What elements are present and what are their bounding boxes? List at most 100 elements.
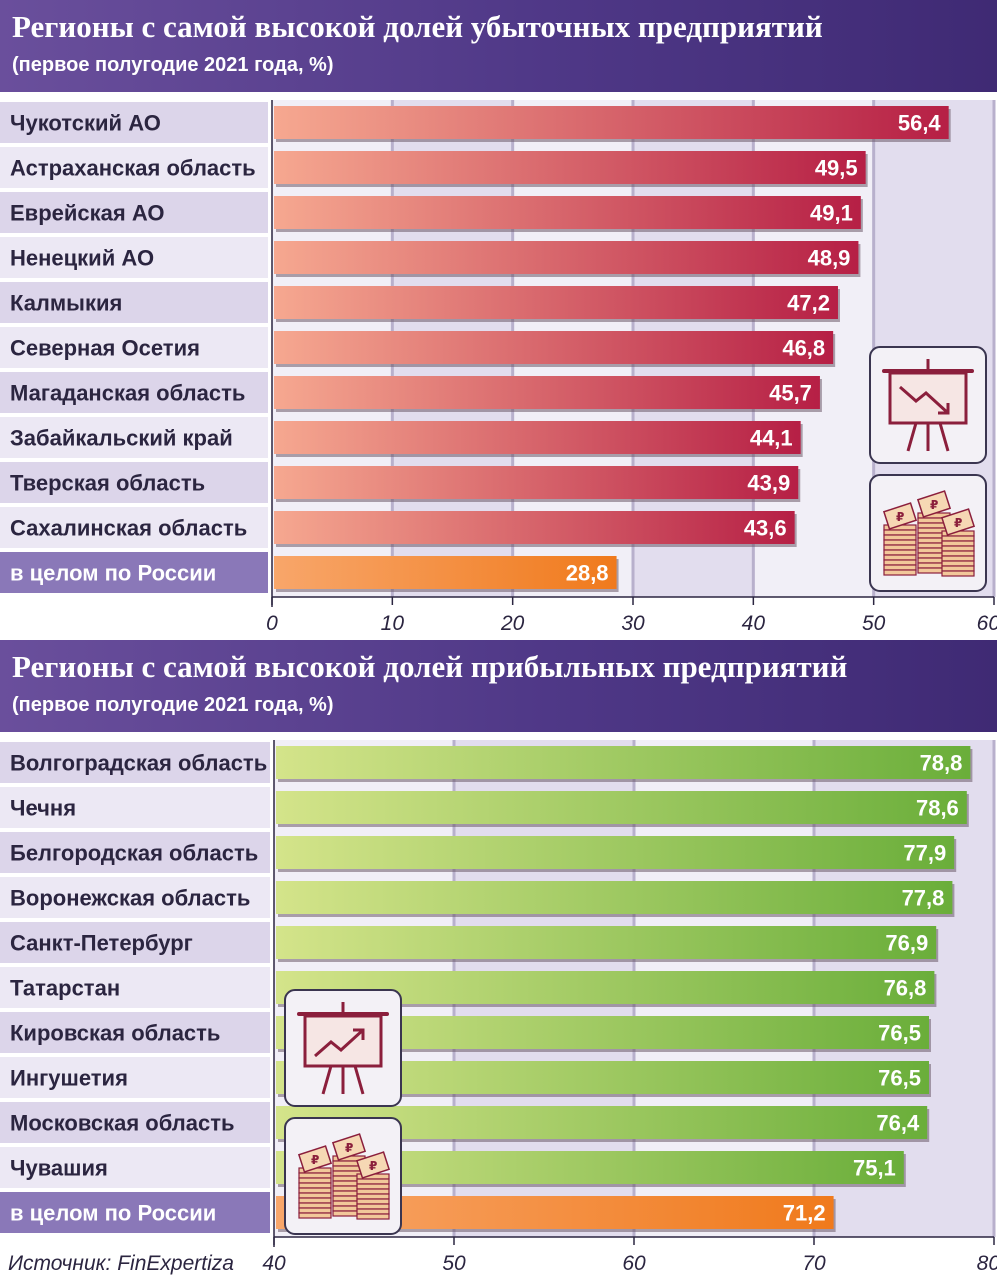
data-bar bbox=[274, 421, 801, 454]
x-tick-label: 50 bbox=[862, 612, 886, 635]
category-label-band bbox=[0, 1192, 270, 1233]
value-label: 43,9 bbox=[747, 471, 790, 496]
category-label-band bbox=[0, 742, 270, 783]
category-label: Ингушетия bbox=[10, 1066, 128, 1091]
data-bar bbox=[276, 926, 937, 959]
category-label-band bbox=[0, 1102, 270, 1143]
category-label: Магаданская область bbox=[10, 381, 245, 406]
x-tick-label: 30 bbox=[621, 612, 645, 635]
loss-chart-svg: 0 10 20 30 40 50 60 Чукотский АО 56,4 Астраханска… bbox=[0, 100, 997, 635]
chart-2-header: Регионы с самой высокой долей прибыльных… bbox=[0, 640, 997, 732]
category-label: Астраханская область bbox=[10, 156, 256, 181]
data-bar bbox=[274, 511, 795, 544]
category-label: Еврейская АО bbox=[10, 201, 165, 226]
x-tick-label: 20 bbox=[500, 612, 525, 635]
category-label-band bbox=[0, 462, 268, 503]
x-tick-label: 40 bbox=[262, 1252, 286, 1275]
category-label: Северная Осетия bbox=[10, 336, 200, 361]
value-label: 56,4 bbox=[898, 111, 942, 136]
category-label-band bbox=[0, 327, 268, 368]
category-label: Татарстан bbox=[10, 976, 120, 1001]
value-label: 78,6 bbox=[916, 796, 959, 821]
chart-1-subtitle: (первое полугодие 2021 года, %) bbox=[12, 54, 334, 76]
category-label-band bbox=[0, 1057, 270, 1098]
data-bar bbox=[274, 106, 949, 139]
source-note: Источник: FinExpertiza bbox=[8, 1252, 234, 1275]
value-label: 47,2 bbox=[787, 291, 830, 316]
category-label: Калмыкия bbox=[10, 291, 122, 316]
category-label: Чувашия bbox=[10, 1156, 108, 1181]
category-label: Тверская область bbox=[10, 471, 205, 496]
x-tick-label: 50 bbox=[442, 1252, 466, 1275]
total-bar bbox=[274, 556, 617, 589]
data-bar bbox=[276, 746, 971, 779]
category-label-band bbox=[0, 507, 268, 548]
presentation-board-down-icon bbox=[869, 346, 987, 464]
x-tick-label: 80 bbox=[977, 1252, 997, 1275]
value-label: 76,9 bbox=[885, 931, 928, 956]
category-label: Чукотский АО bbox=[10, 111, 161, 136]
svg-text:₽: ₽ bbox=[930, 498, 938, 512]
category-label-band bbox=[0, 967, 270, 1008]
category-label-band bbox=[0, 417, 268, 458]
data-bar bbox=[274, 196, 861, 229]
value-label: 48,9 bbox=[808, 246, 851, 271]
category-label-band bbox=[0, 1147, 270, 1188]
value-label: 76,4 bbox=[876, 1111, 920, 1136]
presentation-board-up-icon bbox=[284, 989, 402, 1107]
x-tick-label: 70 bbox=[802, 1252, 826, 1275]
category-label: Белгородская область bbox=[10, 841, 258, 866]
svg-text:₽: ₽ bbox=[311, 1153, 319, 1167]
category-label-band bbox=[0, 922, 270, 963]
chart-1-title: Регионы с самой высокой долей убыточных … bbox=[12, 9, 823, 44]
category-label: в целом по России bbox=[10, 1201, 216, 1226]
value-label: 45,7 bbox=[769, 381, 812, 406]
value-label: 76,8 bbox=[884, 976, 927, 1001]
category-label-band bbox=[0, 102, 268, 143]
category-label-band bbox=[0, 282, 268, 323]
category-label: Чечня bbox=[10, 796, 76, 821]
value-label: 78,8 bbox=[920, 751, 963, 776]
data-bar bbox=[276, 791, 967, 824]
svg-text:₽: ₽ bbox=[345, 1141, 353, 1155]
category-label: Санкт-Петербург bbox=[10, 931, 193, 956]
x-tick-label: 40 bbox=[742, 612, 766, 635]
category-label-band bbox=[0, 787, 270, 828]
profit-chart: 40 50 60 70 80 Волгоградская область 78,8 Чечня… bbox=[0, 732, 997, 1280]
chart-2-title: Регионы с самой высокой долей прибыльных… bbox=[12, 649, 848, 684]
category-label-band bbox=[0, 372, 268, 413]
profit-chart-svg: 40 50 60 70 80 Волгоградская область 78,8 Чечня… bbox=[0, 740, 997, 1275]
loss-chart: 0 10 20 30 40 50 60 Чукотский АО 56,4 Астраханска… bbox=[0, 92, 997, 640]
data-bar bbox=[274, 331, 834, 364]
svg-text:₽: ₽ bbox=[896, 510, 904, 524]
category-label-band bbox=[0, 192, 268, 233]
category-label: Волгоградская область bbox=[10, 751, 267, 776]
data-bar bbox=[274, 466, 799, 499]
value-label: 76,5 bbox=[878, 1066, 921, 1091]
category-label-band bbox=[0, 877, 270, 918]
value-label: 49,5 bbox=[815, 156, 858, 181]
data-bar bbox=[274, 241, 859, 274]
value-label: 46,8 bbox=[782, 336, 825, 361]
category-label: Сахалинская область bbox=[10, 516, 247, 541]
svg-text:₽: ₽ bbox=[954, 516, 962, 530]
category-label: Кировская область bbox=[10, 1021, 220, 1046]
category-label: Ненецкий АО bbox=[10, 246, 154, 271]
data-bar bbox=[274, 376, 820, 409]
value-label: 43,6 bbox=[744, 516, 787, 541]
data-bar bbox=[274, 151, 866, 184]
data-bar bbox=[274, 286, 838, 319]
data-bar bbox=[276, 836, 955, 869]
category-label: Забайкальский край bbox=[10, 426, 233, 451]
category-label-band bbox=[0, 552, 268, 593]
value-label: 49,1 bbox=[810, 201, 853, 226]
category-label-band bbox=[0, 237, 268, 278]
chart-1-header: Регионы с самой высокой долей убыточных … bbox=[0, 0, 997, 92]
value-label: 28,8 bbox=[566, 561, 609, 586]
category-label: Воронежская область bbox=[10, 886, 250, 911]
x-tick-label: 60 bbox=[977, 612, 997, 635]
data-bar bbox=[276, 881, 953, 914]
x-tick-label: 60 bbox=[622, 1252, 646, 1275]
value-label: 76,5 bbox=[878, 1021, 921, 1046]
category-label-band bbox=[0, 1012, 270, 1053]
